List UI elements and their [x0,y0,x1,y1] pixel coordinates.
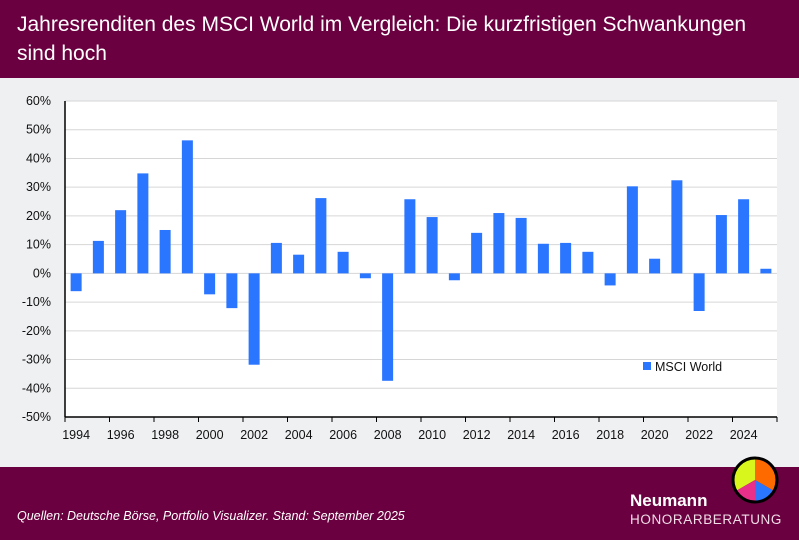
bar-2005 [315,198,327,274]
source-note: Quellen: Deutsche Börse, Portfolio Visua… [17,509,405,523]
bar-2015 [537,243,549,274]
bar-2013 [493,213,505,274]
y-tick-label: -40% [22,381,51,395]
bar-1994 [70,273,82,292]
y-tick-label: 40% [26,151,51,165]
y-tick-label: 30% [26,180,51,194]
y-tick-label: 0% [33,266,51,280]
bar-2000 [204,273,216,295]
bar-1997 [137,173,149,274]
page-title: Jahresrenditen des MSCI World im Verglei… [17,13,747,65]
x-tick-label: 2004 [285,428,313,442]
legend-label: MSCI World [655,360,722,374]
bar-chart: 60% 50% 40% 30% 20% 10% 0% -10% -20% -30% -40% -50%… [22,94,778,442]
bar-2009 [404,199,416,274]
bar-2006 [337,251,349,274]
x-tick-label: 1996 [107,428,135,442]
y-tick-label: 10% [26,238,51,252]
x-tick-label: 2010 [418,428,446,442]
bar-1998 [159,229,171,274]
brand-logo-icon [731,456,779,504]
x-tick-label: 2006 [329,428,357,442]
x-tick-label: 1994 [62,428,90,442]
bar-2001 [226,273,238,309]
bar-2004 [293,254,305,274]
x-tick-label: 2008 [374,428,402,442]
bar-1995 [92,240,104,274]
bar-2014 [515,217,527,274]
x-tick-label: 2016 [552,428,580,442]
x-tick-label: 2002 [240,428,268,442]
bar-1996 [115,210,127,274]
brand-name: Neumann [630,491,708,510]
bar-2003 [270,242,282,274]
y-tick-label: 50% [26,123,51,137]
bar-2007 [359,273,371,279]
bar-2008 [382,273,394,381]
bar-2011 [448,273,460,281]
bar-1999 [181,140,193,274]
bar-2021 [671,180,683,274]
y-tick-label: -20% [22,324,51,338]
legend-swatch [643,362,651,370]
x-tick-label: 2014 [507,428,535,442]
brand-subtitle: HONORARBERATUNG [630,512,783,527]
bar-2022 [693,273,705,311]
y-tick-label: -50% [22,410,51,424]
bar-2010 [426,217,438,274]
bar-2023 [715,215,727,274]
y-tick-label: -10% [22,295,51,309]
header-banner: Jahresrenditen des MSCI World im Verglei… [0,0,799,78]
y-tick-label: 60% [26,94,51,108]
x-tick-label: 1998 [151,428,179,442]
x-tick-label: 2022 [685,428,713,442]
bar-2016 [560,242,572,274]
x-tick-label: 2018 [596,428,624,442]
bar-2018 [604,273,616,286]
y-tick-label: -30% [22,353,51,367]
bar-2020 [649,258,661,274]
bar-2012 [471,232,483,274]
x-tick-label: 2012 [463,428,491,442]
bar-2024 [738,199,750,274]
x-tick-label: 2000 [196,428,224,442]
x-tick-label: 2024 [730,428,758,442]
footer-banner: Quellen: Deutsche Börse, Portfolio Visua… [0,467,799,540]
bar-2025 [760,268,772,274]
bar-2019 [626,186,638,274]
y-tick-label: 20% [26,209,51,223]
bar-2002 [248,273,260,365]
bar-2017 [582,251,594,274]
x-tick-label: 2020 [641,428,669,442]
